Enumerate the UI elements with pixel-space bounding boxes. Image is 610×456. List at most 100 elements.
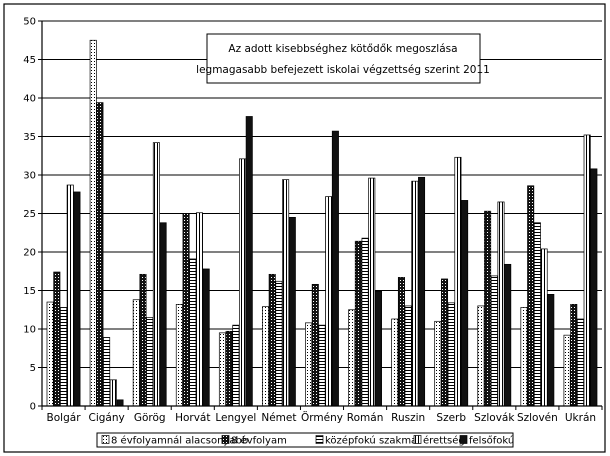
legend-swatch [221,435,230,444]
bar [96,102,104,407]
bar [109,379,117,407]
legend-label: felsőfokú [469,435,514,447]
x-category-label: Lengyel [215,412,256,424]
bar [53,271,61,407]
x-category-label: Német [261,412,296,424]
bar [331,130,339,407]
bar [232,324,240,407]
y-tick-label: 0 [30,402,36,413]
bar [288,217,296,407]
x-category-label: Ukrán [565,412,596,424]
bar [325,196,333,407]
bar [159,222,167,407]
bar [146,317,154,407]
legend-label: középfokú szakma [325,435,417,447]
bar [305,322,313,407]
bar [570,304,578,407]
bar [434,320,442,407]
title-box: Az adott kisebbséghez kötődők megoszlása… [196,33,490,84]
y-tick-label: 25 [23,209,36,220]
bar [225,330,233,407]
x-category-label: Szlovák [474,412,515,424]
bar [195,212,203,407]
bar [245,116,253,407]
bar [139,273,147,407]
bar [262,306,270,407]
bar [202,268,210,407]
bar [66,184,74,407]
bar [490,275,498,407]
bar [152,142,160,407]
x-category-label: Örmény [301,411,343,424]
y-tick-label: 20 [23,248,36,259]
x-category-label: Görög [134,412,166,424]
bar [311,283,319,407]
bar [563,334,571,407]
y-tick-label: 10 [23,325,36,336]
x-category-label: Cigány [89,412,125,424]
bar [547,294,555,407]
bar [391,318,399,407]
bar [504,263,512,407]
x-category-label: Bolgár [47,412,82,424]
bar [418,176,426,407]
legend-label: 8 évfolyam [231,435,287,447]
bar [461,200,469,407]
chart-title-line-1: Az adott kisebbséghez kötődők megoszlása [228,43,457,55]
bar [497,201,505,407]
y-tick-label: 45 [23,55,36,66]
bar [354,240,362,407]
x-category-label: Ruszin [391,412,425,424]
bar [520,307,528,407]
y-tick-label: 5 [30,363,36,374]
bar [175,304,183,407]
x-category-label: Horvát [175,412,210,424]
bar [89,39,97,407]
bar [441,278,449,407]
bar [73,191,81,407]
bar [268,273,276,407]
legend-swatch [315,435,324,444]
bar [368,177,376,407]
y-tick-label: 40 [23,94,36,105]
bar [132,299,140,407]
y-tick-label: 35 [23,132,36,143]
bar [454,156,462,407]
bar [116,399,124,407]
y-tick-labels: 0 5 10 15 20 25 30 35 40 45 50 [23,17,36,413]
chart-title-line-2: legmagasabb befejezett iskolai végzettsé… [196,64,490,76]
bar [361,237,369,407]
bar [189,258,197,407]
bar [484,210,492,407]
bar [397,277,405,407]
y-tick-label: 15 [23,286,36,297]
axes [38,20,603,410]
bar [374,290,382,407]
legend-swatch [413,435,422,444]
bar [275,280,283,407]
y-tick-label: 30 [23,171,36,182]
bar [540,248,548,407]
bar [477,305,485,407]
bar [239,158,247,407]
bar [218,332,226,407]
legend-label: érettségi [423,435,468,447]
bar [533,222,541,407]
bar [583,134,591,407]
bar [348,309,356,407]
bar [103,337,111,407]
legend-swatch [459,435,468,444]
bar [282,179,290,407]
y-tick-label: 50 [23,17,36,28]
bar [404,305,412,407]
bar [527,185,535,407]
category-labels: Bolgár Cigány Görög Horvát Lengyel Német Örmén… [47,411,596,424]
x-category-label: Szerb [436,412,466,424]
bar [182,213,190,407]
legend-label: 8 évfolyamnál alacsonyabb [111,435,248,447]
bar [447,302,455,407]
bar [411,180,419,407]
bar [46,301,54,407]
